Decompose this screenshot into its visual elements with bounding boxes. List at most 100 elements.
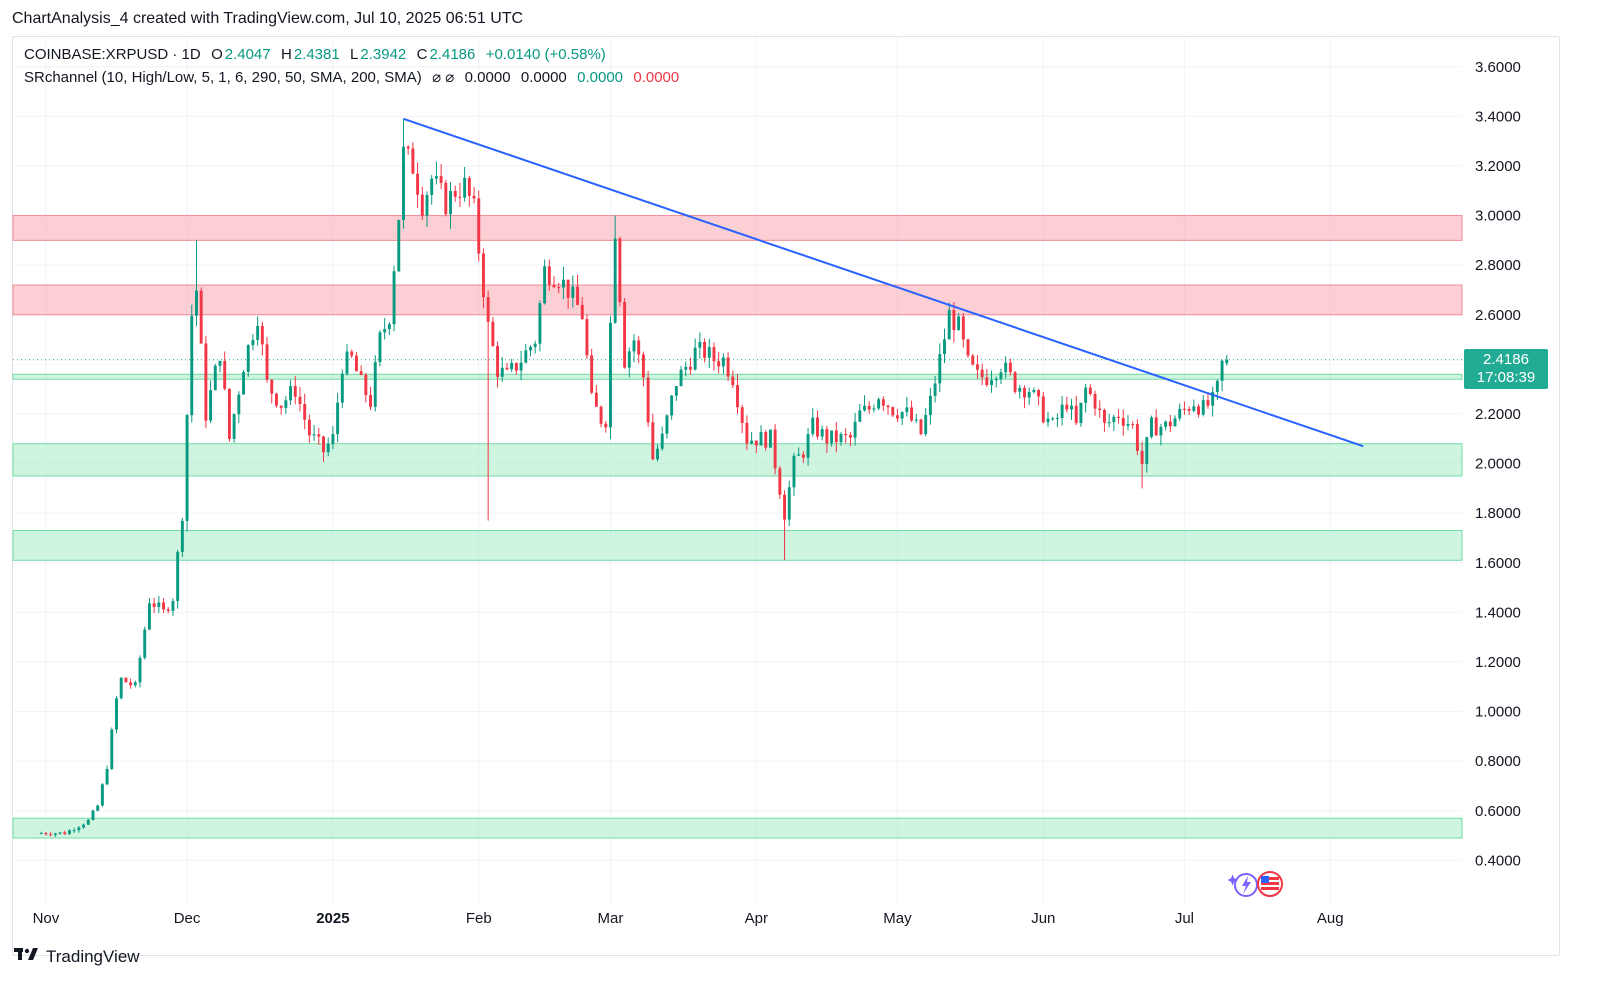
ohlc-legend[interactable]: COINBASE:XRPUSD · 1D O 2.4047 H 2.4381 L 2.… — [24, 46, 608, 63]
candle-up — [609, 322, 612, 428]
candle-down — [204, 343, 208, 421]
candle-up — [656, 448, 659, 460]
candle-up — [336, 402, 340, 435]
open-label: O — [211, 46, 223, 63]
candle-down — [980, 369, 984, 378]
chart-panel[interactable] — [12, 36, 1560, 956]
candle-up — [218, 360, 222, 366]
candle-up — [660, 433, 664, 449]
candle-down — [637, 340, 641, 355]
candle-up — [1004, 362, 1008, 373]
candle-up — [750, 440, 754, 444]
support-zone — [12, 530, 1463, 561]
symbol-label[interactable]: COINBASE:XRPUSD · 1D — [24, 46, 201, 63]
candle-down — [1206, 400, 1210, 406]
candle-up — [53, 833, 57, 835]
tradingview-footer[interactable]: TradingView — [14, 946, 140, 967]
candle-up — [345, 351, 349, 374]
candle-up — [1145, 437, 1149, 465]
candles — [39, 118, 1229, 837]
candle-down — [688, 366, 692, 370]
event-flags-icon[interactable] — [1228, 870, 1288, 900]
y-tick-label: 2.0000 — [1475, 456, 1521, 473]
candle-up — [924, 415, 928, 435]
candle-down — [439, 176, 443, 183]
indicator-value-1: 0.0000 — [464, 69, 511, 86]
candle-up — [133, 682, 137, 686]
x-tick-label: 2025 — [316, 910, 349, 927]
candle-up — [1051, 418, 1055, 420]
candle-up — [209, 390, 213, 421]
bar-countdown: 17:08:39 — [1476, 369, 1536, 386]
candle-up — [707, 347, 711, 358]
candle-up — [463, 177, 467, 198]
candle-down — [496, 345, 500, 377]
candle-down — [641, 354, 645, 378]
candle-down — [895, 415, 899, 419]
candle-down — [848, 435, 852, 438]
resistance-zone — [12, 284, 1463, 316]
candle-down — [453, 190, 457, 197]
candle-down — [472, 195, 476, 199]
candle-up — [1150, 417, 1153, 438]
candle-up — [430, 178, 434, 195]
candle-up — [698, 341, 702, 348]
candle-down — [985, 377, 989, 386]
candle-down — [1041, 396, 1045, 423]
candle-down — [580, 304, 584, 320]
candle-down — [961, 316, 965, 340]
candle-down — [227, 388, 231, 439]
candle-up — [77, 827, 81, 831]
y-axis-labels: 3.60003.40003.20003.00002.80002.60002.40… — [1475, 59, 1521, 870]
candle-down — [703, 341, 707, 358]
candle-up — [519, 362, 523, 371]
candle-down — [736, 385, 739, 408]
candle-up — [820, 429, 824, 437]
x-tick-label: Mar — [598, 910, 624, 927]
candle-down — [646, 377, 650, 423]
candle-down — [754, 440, 758, 446]
candle-down — [1098, 408, 1102, 410]
candle-down — [975, 364, 979, 370]
candle-up — [1220, 360, 1224, 381]
candle-up — [251, 339, 255, 346]
candle-up — [284, 400, 288, 408]
y-tick-label: 0.8000 — [1475, 753, 1521, 770]
candle-up — [510, 362, 514, 370]
candle-down — [303, 404, 307, 420]
candle-down — [886, 405, 890, 408]
x-tick-label: Apr — [745, 910, 768, 927]
candle-down — [514, 362, 518, 371]
candle-up — [787, 487, 791, 520]
candle-up — [684, 366, 688, 370]
candle-up — [383, 329, 387, 333]
candle-down — [293, 386, 297, 397]
candle-down — [420, 194, 424, 216]
candle-down — [825, 429, 829, 444]
x-tick-label: Nov — [33, 910, 60, 927]
candle-up — [994, 378, 998, 381]
x-tick-label: Jun — [1031, 910, 1055, 927]
candle-up — [326, 443, 330, 453]
indicator-legend[interactable]: SRchannel (10, High/Low, 5, 1, 6, 290, 5… — [24, 68, 681, 86]
candle-up — [100, 784, 104, 806]
tradingview-logo-icon — [14, 946, 40, 967]
candle-up — [171, 601, 175, 611]
y-tick-label: 2.6000 — [1475, 307, 1521, 324]
candle-down — [458, 196, 462, 198]
candle-up — [670, 395, 674, 416]
open-value: 2.4047 — [224, 46, 271, 63]
indicator-name[interactable]: SRchannel (10, High/Low, 5, 1, 6, 290, 5… — [24, 69, 422, 86]
candle-up — [938, 354, 942, 384]
candle-up — [449, 190, 452, 215]
candle-up — [180, 520, 184, 552]
candle-up — [1032, 390, 1036, 393]
candle-down — [298, 396, 302, 405]
candle-up — [176, 551, 180, 602]
candle-up — [674, 386, 678, 396]
y-tick-label: 3.4000 — [1475, 108, 1521, 125]
candle-down — [486, 297, 490, 322]
candle-down — [1102, 409, 1106, 423]
candle-down — [552, 284, 556, 288]
